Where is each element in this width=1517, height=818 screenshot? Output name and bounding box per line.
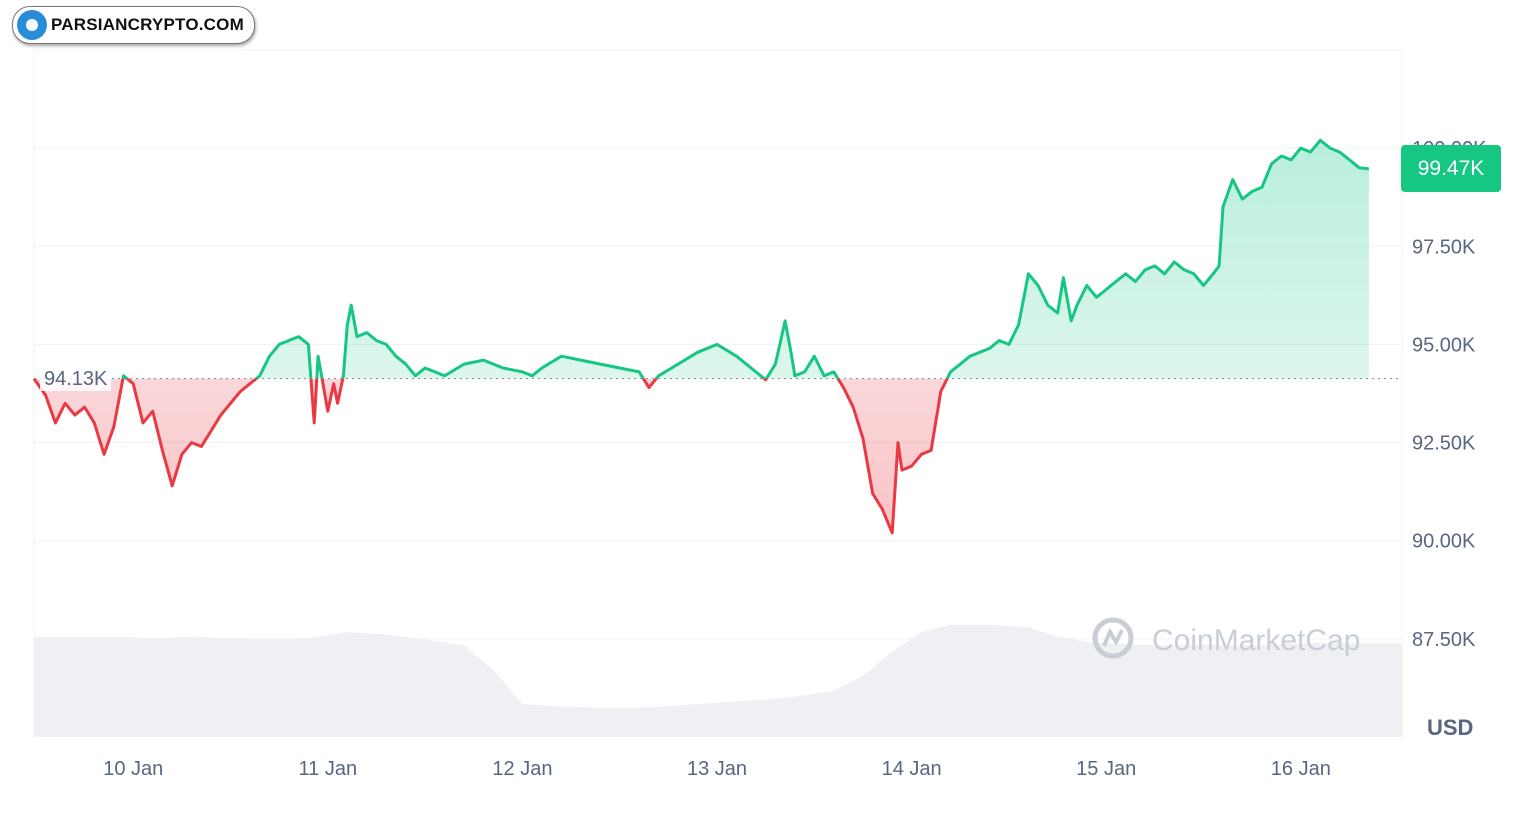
unit-label: USD [1427,715,1473,740]
watermark-text: CoinMarketCap [1152,624,1360,657]
y-tick-label: 87.50K [1412,629,1476,651]
axes: 100.00K97.50K95.00K92.50K90.00K87.50KUSD… [103,138,1487,780]
volume-area [34,624,1402,737]
y-tick-label: 97.50K [1412,236,1476,258]
area-below-reference [34,378,1369,533]
x-tick-label: 16 Jan [1271,758,1331,780]
x-tick-label: 12 Jan [492,758,552,780]
y-tick-label: 92.50K [1412,433,1476,455]
x-tick-label: 13 Jan [687,758,747,780]
x-tick-label: 11 Jan [299,758,358,780]
price-line-up [34,138,1370,379]
y-tick-label: 90.00K [1412,531,1476,553]
coinmarketcap-logo-icon [1092,617,1134,659]
reference-price-label: 94.13K [40,368,112,391]
brand-text: PARSIANCRYPTO.COM [51,15,244,34]
brand-badge[interactable]: PARSIANCRYPTO.COM [12,6,255,44]
y-tick-label: 95.00K [1412,334,1476,356]
price-area [34,140,1369,533]
x-tick-label: 14 Jan [882,758,942,780]
x-tick-label: 10 Jan [103,758,163,780]
watermark: CoinMarketCap [1092,617,1360,659]
area-above-reference [122,140,1369,379]
x-tick-label: 15 Jan [1076,758,1136,780]
parsiancrypto-logo-icon [17,10,47,40]
volume-shape [34,624,1402,737]
price-line [32,138,1402,535]
price-line-down [32,378,949,535]
current-price-badge: 99.47K [1401,145,1501,192]
